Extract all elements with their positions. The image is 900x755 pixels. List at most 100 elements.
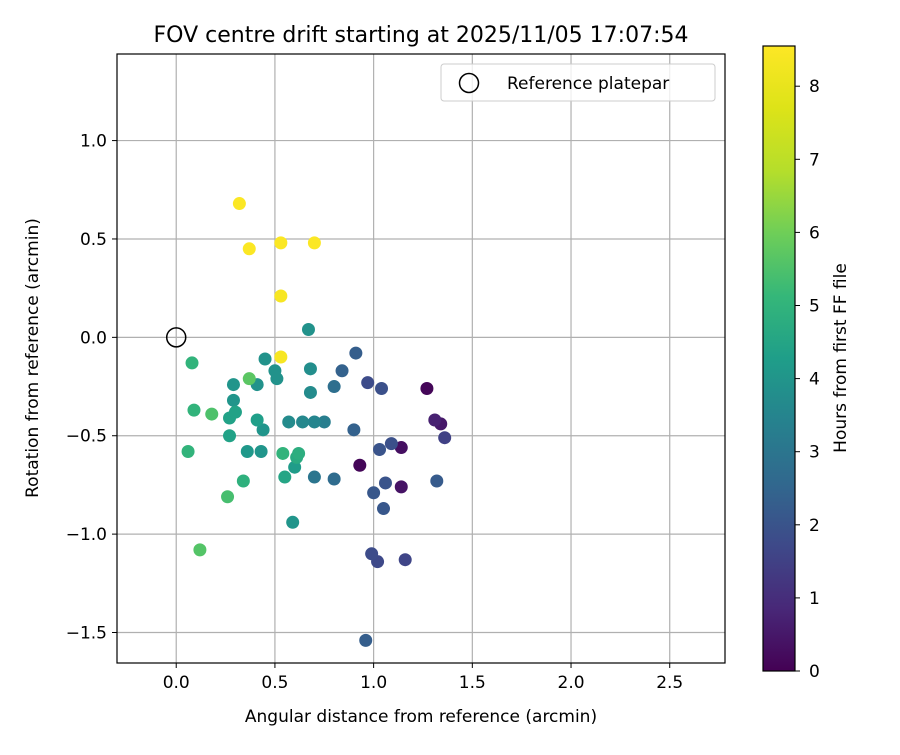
data-point	[394, 480, 408, 494]
data-point	[384, 437, 398, 451]
data-point	[307, 236, 321, 250]
colorbar-tick-label: 1	[809, 589, 820, 609]
colorbar-gradient	[763, 46, 795, 671]
data-point	[256, 423, 270, 437]
data-point	[228, 405, 242, 419]
data-point	[420, 382, 434, 396]
colorbar-tick-label: 3	[809, 443, 820, 463]
y-tick-label: 0.5	[80, 230, 107, 250]
data-point	[376, 502, 390, 516]
data-point	[349, 346, 363, 360]
data-point	[303, 385, 317, 399]
grid	[117, 54, 725, 663]
data-point	[307, 415, 321, 429]
colorbar-tick-label: 4	[809, 370, 820, 390]
colorbar-tick-label: 5	[809, 297, 820, 317]
y-tick-label: 0.0	[80, 328, 107, 348]
x-tick-label: 1.0	[360, 673, 387, 693]
legend-box	[440, 63, 716, 102]
data-point	[274, 236, 288, 250]
data-point	[367, 486, 381, 500]
data-point	[365, 547, 379, 561]
data-points	[181, 197, 452, 647]
data-point	[292, 446, 306, 460]
data-point	[270, 372, 284, 386]
y-tick-label: −0.5	[66, 427, 107, 447]
data-point	[430, 474, 444, 488]
data-point	[286, 515, 300, 529]
legend-label-reference: Reference platepar	[507, 74, 669, 94]
data-point	[303, 362, 317, 376]
data-point	[185, 356, 199, 370]
colorbar-frame	[762, 45, 796, 672]
data-point	[353, 458, 367, 472]
data-point	[187, 403, 201, 417]
data-point	[242, 242, 256, 256]
y-axis-label: Rotation from reference (arcmin)	[23, 218, 43, 498]
data-point	[181, 444, 195, 458]
data-point	[317, 415, 331, 429]
y-axis-ticks: 1.0 0.5 0.0 −0.5 −1.0 −1.5	[66, 132, 117, 644]
data-point	[193, 543, 207, 557]
data-point	[327, 380, 341, 394]
colorbar: 0 1 2 3 4 5 6 7 8 Hours from first FF file	[762, 45, 851, 682]
colorbar-tick-label: 8	[809, 77, 820, 97]
data-point	[278, 470, 292, 484]
reference-layer	[165, 327, 187, 348]
data-point	[226, 378, 240, 392]
data-point	[347, 423, 361, 437]
plot-frame	[116, 53, 726, 664]
x-tick-label: 2.0	[558, 673, 585, 693]
data-point	[274, 350, 288, 364]
y-tick-label: −1.0	[66, 525, 107, 545]
colorbar-tick-label: 2	[809, 516, 820, 536]
y-tick-label: −1.5	[66, 624, 107, 644]
data-point	[242, 372, 256, 386]
legend-marker-reference	[458, 72, 480, 94]
colorbar-label: Hours from first FF file	[831, 263, 851, 453]
data-point	[274, 289, 288, 303]
legend: Reference platepar	[440, 63, 716, 102]
data-point	[296, 415, 310, 429]
chart-title: FOV centre drift starting at 2025/11/05 …	[154, 23, 689, 48]
data-point	[226, 393, 240, 407]
data-point	[221, 490, 235, 504]
data-point	[438, 431, 452, 445]
data-point	[428, 413, 442, 427]
data-point	[288, 460, 302, 474]
data-point	[254, 444, 268, 458]
x-tick-label: 0.5	[261, 673, 288, 693]
data-point	[378, 476, 392, 490]
x-axis-ticks: 0.0 0.5 1.0 1.5 2.0 2.5	[163, 663, 683, 693]
data-point	[359, 633, 373, 647]
reference-marker	[165, 327, 187, 348]
data-point	[205, 407, 219, 421]
colorbar-tick-label: 7	[809, 150, 820, 170]
data-point	[240, 444, 254, 458]
colorbar-ticks: 0 1 2 3 4 5 6 7 8	[795, 77, 820, 682]
data-point	[232, 197, 246, 211]
data-point	[327, 472, 341, 486]
data-point	[250, 413, 264, 427]
data-point	[394, 441, 408, 455]
data-point	[301, 322, 315, 336]
data-point	[373, 443, 387, 457]
data-point	[223, 429, 237, 443]
y-tick-label: 1.0	[80, 132, 107, 152]
x-tick-label: 1.5	[459, 673, 486, 693]
x-tick-label: 2.5	[656, 673, 683, 693]
data-point	[335, 364, 349, 378]
x-axis-label: Angular distance from reference (arcmin)	[245, 707, 597, 727]
data-point	[398, 553, 412, 567]
data-point	[375, 382, 389, 396]
data-point	[361, 376, 375, 390]
colorbar-tick-label: 6	[809, 223, 820, 243]
data-point	[282, 415, 296, 429]
data-point	[236, 474, 250, 488]
data-point	[258, 352, 272, 366]
colorbar-tick-label: 0	[809, 662, 820, 682]
x-tick-label: 0.0	[163, 673, 190, 693]
data-point	[276, 446, 290, 460]
